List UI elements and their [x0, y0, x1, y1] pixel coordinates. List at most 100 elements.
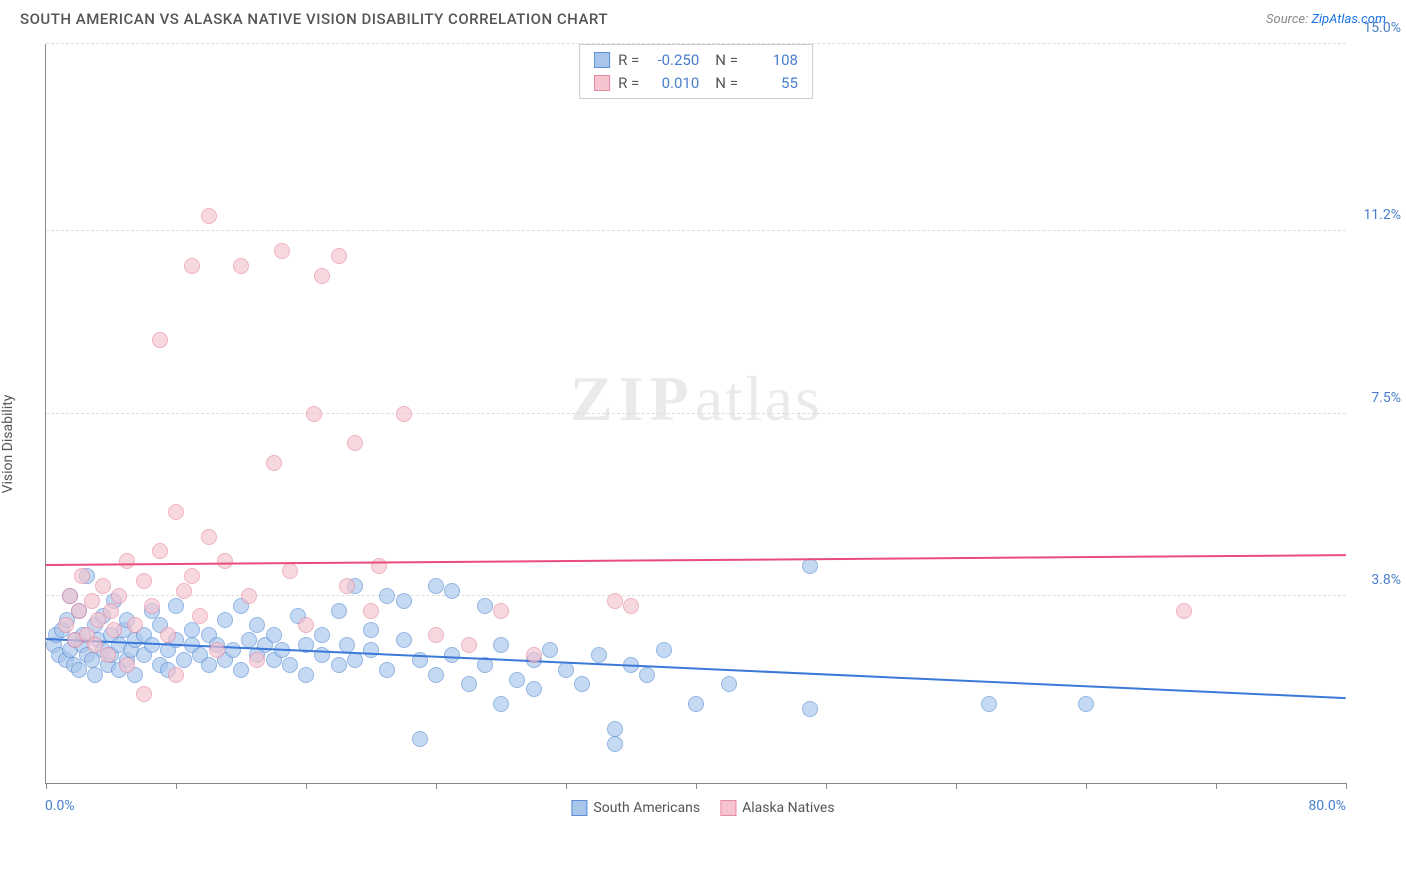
legend-swatch	[594, 52, 610, 68]
data-point	[241, 632, 257, 648]
source-prefix: Source:	[1266, 12, 1311, 27]
legend-swatch	[571, 800, 587, 816]
data-point	[339, 578, 355, 594]
y-axis-label: Vision Disability	[0, 395, 16, 494]
data-point	[282, 563, 298, 579]
data-point	[266, 455, 282, 471]
data-point	[396, 632, 412, 648]
legend-item: South Americans	[571, 800, 700, 816]
stat-n-value: 55	[746, 72, 798, 95]
data-point	[306, 406, 322, 422]
data-point	[168, 598, 184, 614]
data-point	[363, 603, 379, 619]
x-tick	[696, 783, 697, 789]
data-point	[721, 676, 737, 692]
data-point	[100, 647, 116, 663]
data-point	[95, 578, 111, 594]
data-point	[168, 504, 184, 520]
trend-line	[46, 554, 1346, 566]
data-point	[331, 657, 347, 673]
data-point	[607, 593, 623, 609]
data-point	[176, 583, 192, 599]
legend-swatch	[594, 75, 610, 91]
data-point	[184, 258, 200, 274]
data-point	[461, 637, 477, 653]
data-point	[1176, 603, 1192, 619]
x-axis-max-label: 80.0%	[1308, 798, 1346, 814]
data-point	[1078, 696, 1094, 712]
y-tick-label: 11.2%	[1351, 207, 1401, 223]
data-point	[444, 583, 460, 599]
data-point	[184, 568, 200, 584]
data-point	[802, 558, 818, 574]
data-point	[274, 243, 290, 259]
legend-swatch	[720, 800, 736, 816]
data-point	[444, 647, 460, 663]
data-point	[249, 617, 265, 633]
data-point	[201, 657, 217, 673]
data-point	[298, 617, 314, 633]
data-point	[331, 603, 347, 619]
stats-row: R = -0.250 N = 108	[594, 49, 798, 72]
stat-n-label: N =	[715, 49, 738, 72]
data-point	[412, 731, 428, 747]
x-tick	[436, 783, 437, 789]
data-point	[363, 622, 379, 638]
data-point	[119, 553, 135, 569]
data-point	[558, 662, 574, 678]
data-point	[233, 258, 249, 274]
stat-r-value: -0.250	[647, 49, 699, 72]
data-point	[201, 208, 217, 224]
data-point	[127, 617, 143, 633]
data-point	[152, 332, 168, 348]
chart-container: Vision Disability ZIPatlas R = -0.250 N = 1…	[0, 34, 1406, 854]
stat-r-value: 0.010	[647, 72, 699, 95]
data-point	[241, 588, 257, 604]
data-point	[623, 598, 639, 614]
data-point	[428, 667, 444, 683]
x-tick	[176, 783, 177, 789]
data-point	[217, 553, 233, 569]
x-tick	[1086, 783, 1087, 789]
data-point	[591, 647, 607, 663]
data-point	[428, 578, 444, 594]
x-axis-min-label: 0.0%	[45, 798, 75, 814]
data-point	[688, 696, 704, 712]
data-point	[298, 667, 314, 683]
data-point	[233, 662, 249, 678]
data-point	[314, 627, 330, 643]
chart-title: SOUTH AMERICAN VS ALASKA NATIVE VISION D…	[20, 10, 608, 28]
data-point	[201, 529, 217, 545]
data-point	[74, 568, 90, 584]
data-point	[428, 627, 444, 643]
data-point	[168, 667, 184, 683]
data-point	[656, 642, 672, 658]
x-tick	[566, 783, 567, 789]
gridline	[46, 230, 1346, 231]
x-tick	[1346, 783, 1347, 789]
data-point	[379, 662, 395, 678]
x-tick	[956, 783, 957, 789]
data-point	[493, 603, 509, 619]
data-point	[282, 657, 298, 673]
watermark-zip: ZIP	[570, 363, 695, 434]
data-point	[136, 573, 152, 589]
data-point	[160, 627, 176, 643]
watermark: ZIPatlas	[570, 362, 822, 436]
plot-area: ZIPatlas R =-0.250N =108R =0.010N =55 3.…	[45, 44, 1346, 784]
data-point	[461, 676, 477, 692]
y-tick-label: 3.8%	[1351, 572, 1401, 588]
stat-r-label: R =	[618, 49, 639, 72]
data-point	[363, 642, 379, 658]
data-point	[184, 622, 200, 638]
data-point	[314, 268, 330, 284]
data-point	[266, 627, 282, 643]
stats-row: R =0.010N =55	[594, 72, 798, 95]
data-point	[396, 406, 412, 422]
data-point	[58, 617, 74, 633]
stat-n-value: 108	[746, 49, 798, 72]
data-point	[249, 652, 265, 668]
series-legend: South AmericansAlaska Natives	[571, 800, 834, 816]
data-point	[542, 642, 558, 658]
gridline	[46, 413, 1346, 414]
